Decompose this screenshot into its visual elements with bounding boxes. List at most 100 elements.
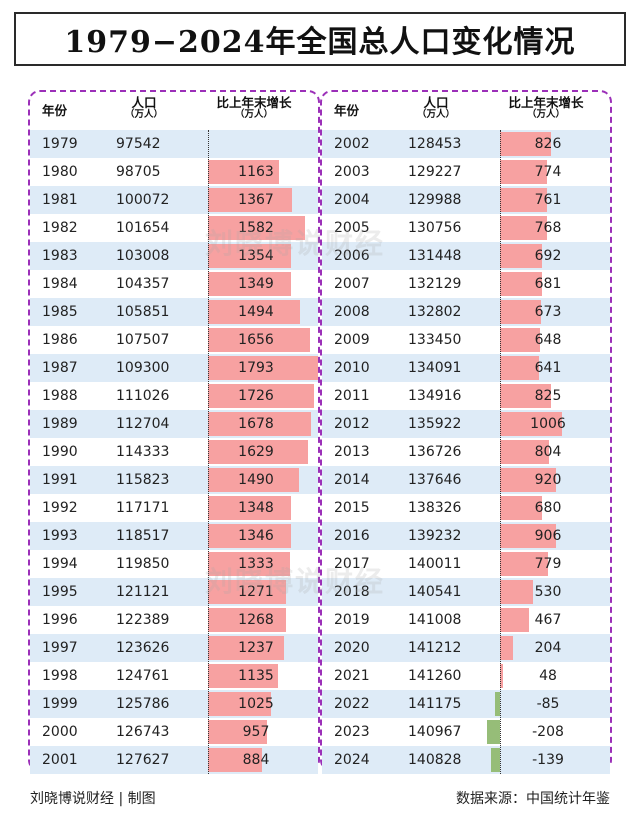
population-cell: 128453 [408,136,462,152]
growth-value: 804 [534,444,562,460]
table-row: 2009 133450 648 [322,326,610,354]
header-year-label: 年份 [42,103,68,118]
header-growth-unit: （万人） [526,109,565,121]
growth-bar [208,244,292,268]
population-cell: 126743 [116,724,170,740]
year-cell: 2014 [334,472,370,488]
growth-bar [500,160,548,184]
population-cell: 133450 [408,332,462,348]
table-row: 2013 136726 804 [322,438,610,466]
population-cell: 141212 [408,640,462,656]
table-row: 2003 129227 774 [322,158,610,186]
year-cell: 1994 [42,556,78,572]
growth-value: 1271 [238,584,274,600]
header-population-unit: （万人） [416,109,455,121]
population-cell: 123626 [116,640,170,656]
population-cell: 112704 [116,416,170,432]
growth-value: -139 [532,752,564,768]
growth-value: 768 [534,220,562,236]
year-cell: 1995 [42,584,78,600]
growth-bar [208,692,271,716]
table-row: 1982 101654 1582 [30,214,318,242]
growth-bar [208,552,290,576]
table-row: 1996 122389 1268 [30,606,318,634]
population-cell: 121121 [116,584,170,600]
growth-bar [500,188,547,212]
year-cell: 1980 [42,164,78,180]
growth-value: 761 [534,192,562,208]
table-row: 1998 124761 1135 [30,662,318,690]
population-cell: 139232 [408,528,462,544]
growth-bar [500,328,540,352]
year-cell: 2006 [334,248,370,264]
zero-axis-line [500,130,501,774]
growth-value: 826 [534,136,562,152]
population-cell: 105851 [116,304,170,320]
growth-value: 1268 [238,612,274,628]
population-cell: 109300 [116,360,170,376]
growth-value: 1025 [238,696,274,712]
table-row: 2019 141008 467 [322,606,610,634]
year-cell: 2007 [334,276,370,292]
population-cell: 125786 [116,696,170,712]
page-title: 1979−2024年全国总人口变化情况 [14,12,626,66]
year-cell: 2011 [334,388,370,404]
table-row: 1985 105851 1494 [30,298,318,326]
growth-bar [208,468,300,492]
year-cell: 1981 [42,192,78,208]
header-population: 人口 （万人） [114,95,174,121]
growth-value: 1793 [238,360,274,376]
year-cell: 2003 [334,164,370,180]
growth-value: 957 [242,724,270,740]
growth-value: 825 [534,388,562,404]
growth-bar [208,748,263,772]
year-cell: 2021 [334,668,370,684]
population-cell: 129988 [408,192,462,208]
table-row: 2018 140541 530 [322,578,610,606]
growth-bar [208,580,286,604]
header-year: 年份 [334,103,359,118]
population-cell: 136726 [408,444,462,460]
growth-value: 1656 [238,332,274,348]
table-row: 2011 134916 825 [322,382,610,410]
population-cell: 140541 [408,584,462,600]
population-cell: 135922 [408,416,462,432]
table-row: 2000 126743 957 [30,718,318,746]
year-cell: 2001 [42,752,78,768]
table-row: 1992 117171 1348 [30,494,318,522]
population-cell: 131448 [408,248,462,264]
year-cell: 2002 [334,136,370,152]
growth-bar [487,720,500,744]
header-population: 人口 （万人） [406,95,466,121]
growth-value: 1494 [238,304,274,320]
header-population-label: 人口 [131,95,157,110]
growth-bar [208,412,311,436]
table-panel-right: 年份 人口 （万人） 比上年末增长 （万人） 2002 128453 826 2003 12922… [320,90,612,774]
table-row: 1987 109300 1793 [30,354,318,382]
year-cell: 2019 [334,612,370,628]
year-cell: 1996 [42,612,78,628]
growth-value: 920 [534,472,562,488]
table-row: 2004 129988 761 [322,186,610,214]
population-cell: 103008 [116,248,170,264]
growth-value: 1490 [238,472,274,488]
table-row: 2015 138326 680 [322,494,610,522]
year-cell: 2008 [334,304,370,320]
population-cell: 140828 [408,752,462,768]
growth-bar [500,384,551,408]
growth-bar [500,608,529,632]
population-cell: 141008 [408,612,462,628]
population-cell: 118517 [116,528,170,544]
year-cell: 2013 [334,444,370,460]
growth-value: 648 [534,332,562,348]
growth-value: 1354 [238,248,274,264]
table-row: 1980 98705 1163 [30,158,318,186]
table-row: 1993 118517 1346 [30,522,318,550]
growth-value: 1726 [238,388,274,404]
growth-bar [208,300,300,324]
growth-bar [500,300,542,324]
year-cell: 1986 [42,332,78,348]
footer-credit: 刘晓博说财经 | 制图 [30,791,156,807]
population-cell: 141175 [408,696,462,712]
year-cell: 1983 [42,248,78,264]
